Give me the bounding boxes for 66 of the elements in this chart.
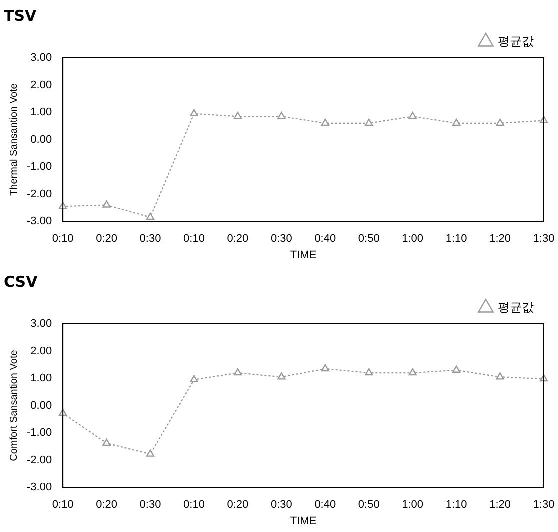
x-tick-label: 0:10 (184, 233, 205, 246)
point (234, 112, 242, 120)
point (452, 118, 461, 126)
chart-title: TSV (4, 6, 38, 25)
y-tick-label: -3.00 (26, 482, 52, 494)
x-tick-label: 0:50 (358, 499, 380, 512)
x-axis-title: TIME (290, 249, 317, 262)
x-tick-label: 1:20 (490, 233, 511, 246)
y-tick-label: 0.00 (30, 400, 52, 412)
point (321, 118, 330, 126)
point (321, 364, 330, 372)
chart-title: CSV (4, 272, 38, 291)
y-tick-label: 2.00 (30, 345, 52, 358)
legend-label: 평균값 (498, 300, 534, 314)
x-tick-label: 1:00 (402, 499, 424, 512)
y-tick-label: 0.00 (30, 134, 52, 146)
point (365, 368, 374, 376)
x-tick-label: 0:20 (227, 233, 249, 246)
y-tick-label: 3.00 (30, 318, 52, 330)
point (146, 450, 155, 457)
point (146, 212, 155, 220)
point (496, 118, 504, 126)
point (408, 368, 417, 376)
point (102, 200, 111, 208)
x-axis-title: TIME (290, 515, 317, 528)
point (365, 118, 374, 126)
x-tick-label: 0:10 (184, 499, 205, 512)
x-tick-label: 1:30 (533, 499, 555, 512)
x-tick-label: 0:30 (270, 233, 292, 246)
x-tick-label: 0:30 (270, 499, 292, 512)
x-tick-label: 0:10 (52, 233, 74, 246)
y-tick-label: -1.00 (26, 427, 52, 440)
x-tick-label: 0:50 (358, 233, 380, 246)
point (102, 438, 111, 446)
point (190, 375, 198, 382)
y-tick-label: 1.00 (30, 372, 52, 385)
point (278, 112, 286, 120)
y-tick-label: -2.00 (26, 454, 52, 466)
y-tick-label: -2.00 (26, 188, 52, 200)
point (408, 112, 417, 120)
y-tick-label: 1.00 (30, 106, 52, 119)
legend-label: 평균값 (498, 34, 534, 48)
x-tick-label: 0:40 (314, 499, 336, 512)
point (452, 366, 461, 373)
x-tick-label: 0:30 (140, 499, 162, 512)
y-axis-title: Thermal Sansantion Vote (8, 83, 20, 196)
x-tick-label: 1:30 (533, 233, 555, 246)
x-tick-label: 0:20 (96, 499, 118, 512)
x-tick-label: 0:10 (52, 499, 74, 512)
point (234, 368, 242, 376)
point (278, 372, 286, 380)
y-axis-title: Comfort Sansantion Vote (8, 350, 20, 462)
x-tick-label: 0:20 (96, 233, 118, 246)
y-tick-label: -3.00 (26, 216, 52, 228)
y-tick-label: -1.00 (26, 161, 52, 174)
x-tick-label: 0:20 (227, 499, 249, 512)
y-tick-label: 2.00 (30, 79, 52, 92)
x-tick-label: 0:30 (140, 233, 162, 246)
point (190, 109, 198, 116)
x-tick-label: 1:20 (490, 499, 511, 512)
point (496, 372, 504, 380)
x-tick-label: 1:00 (402, 233, 424, 246)
x-tick-label: 0:40 (314, 233, 336, 246)
y-tick-label: 3.00 (30, 52, 52, 64)
x-tick-label: 1:10 (446, 233, 468, 246)
x-tick-label: 1:10 (446, 499, 468, 512)
